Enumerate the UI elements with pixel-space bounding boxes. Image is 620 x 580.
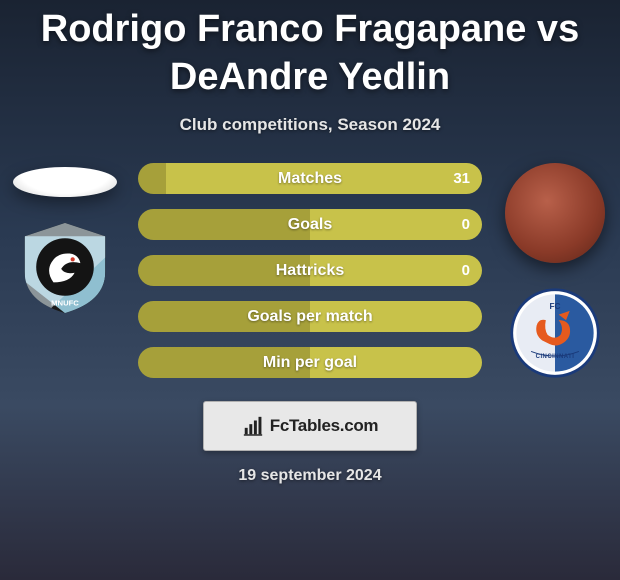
svg-text:FC: FC [549, 302, 560, 311]
stat-bar-fill-right [310, 347, 482, 378]
svg-text:CINCINNATI: CINCINNATI [536, 354, 575, 360]
stat-bar-row: Goals0 [138, 209, 482, 240]
stat-bar-fill-right [310, 255, 482, 286]
stat-bar-fill-left [138, 163, 166, 194]
player-right-column: FC CINCINNATI [500, 163, 610, 383]
stat-bar-fill-right [310, 209, 482, 240]
branding-text: FcTables.com [270, 416, 379, 436]
stat-bar-track [138, 255, 482, 286]
svg-text:MNUFC: MNUFC [51, 298, 79, 307]
subtitle: Club competitions, Season 2024 [0, 115, 620, 135]
bar-chart-icon [242, 415, 264, 437]
stat-bar-fill-left [138, 301, 310, 332]
page-title: Rodrigo Franco Fragapane vs DeAndre Yedl… [0, 6, 620, 101]
stat-bar-track [138, 347, 482, 378]
stat-bars: Matches31 Goals0 Hattricks0 Goals per match… [138, 163, 482, 378]
comparison-row: MNUFC Matches31 Goals0 Hattricks0 Goals per… [0, 163, 620, 383]
stat-bar-fill-left [138, 347, 310, 378]
stat-bar-track [138, 209, 482, 240]
content-wrapper: Rodrigo Franco Fragapane vs DeAndre Yedl… [0, 0, 620, 580]
stat-bar-fill-left [138, 209, 310, 240]
stat-bar-fill-right [166, 163, 482, 194]
player-left-column: MNUFC [10, 163, 120, 317]
player-right-avatar [505, 163, 605, 263]
stat-bar-fill-right [310, 301, 482, 332]
stat-bar-row: Matches31 [138, 163, 482, 194]
stat-bar-row: Goals per match [138, 301, 482, 332]
stat-bar-track [138, 163, 482, 194]
stat-bar-value-right: 0 [462, 209, 470, 240]
stat-bar-fill-left [138, 255, 310, 286]
branding-box: FcTables.com [203, 401, 417, 451]
player-left-avatar [13, 167, 117, 197]
stat-bar-row: Hattricks0 [138, 255, 482, 286]
footer-date: 19 september 2024 [0, 467, 620, 485]
stat-bar-track [138, 301, 482, 332]
player-left-club-crest: MNUFC [15, 217, 115, 317]
stat-bar-value-right: 0 [462, 255, 470, 286]
stat-bar-value-right: 31 [453, 163, 470, 194]
stat-bar-row: Min per goal [138, 347, 482, 378]
player-right-club-crest: FC CINCINNATI [505, 283, 605, 383]
